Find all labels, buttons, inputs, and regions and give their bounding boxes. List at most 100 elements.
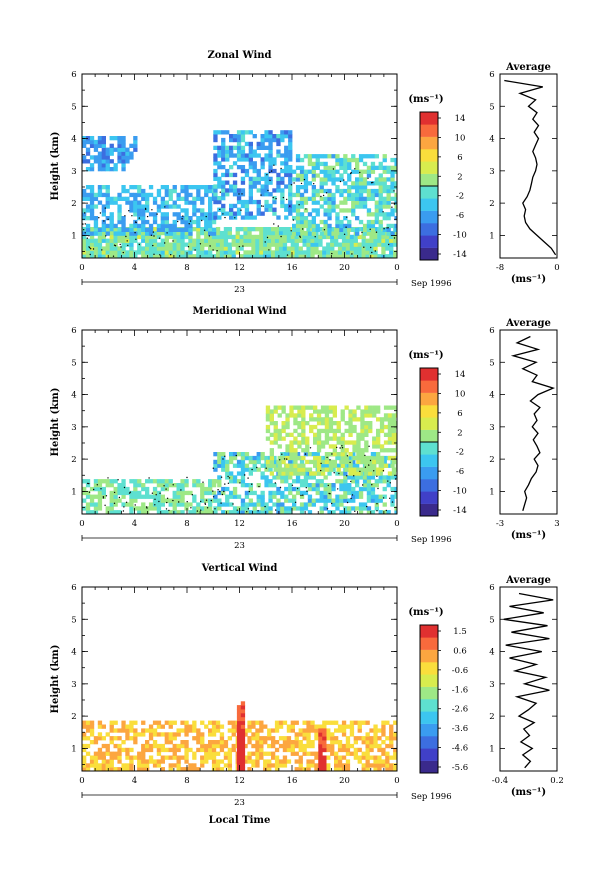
heatmap-cell (117, 743, 122, 749)
heatmap-cell (288, 207, 293, 212)
heatmap-cell (271, 242, 276, 247)
heatmap-cell (368, 413, 373, 418)
heatmap-cell (188, 510, 193, 515)
heatmap-cell (267, 763, 272, 768)
heatmap-cell (243, 234, 248, 240)
heatmap-cell (347, 486, 352, 492)
heatmap-cell (357, 724, 362, 729)
heatmap-cell (117, 155, 122, 160)
contour-dot (189, 220, 192, 222)
heatmap-cell (305, 444, 310, 449)
heatmap-cell (395, 432, 397, 437)
heatmap-cell (256, 459, 261, 465)
heatmap-cell (208, 483, 213, 488)
heatmap-cell (292, 169, 297, 174)
contour-dot (232, 503, 234, 505)
heatmap-cell (284, 149, 289, 154)
contour-dot (294, 501, 297, 503)
heatmap-cell (313, 417, 318, 422)
contour-dot (364, 454, 366, 457)
heatmap-cell (232, 506, 238, 511)
heatmap-cell (217, 199, 222, 205)
heatmap-cell (269, 455, 274, 461)
heatmap-cell (164, 216, 169, 221)
heatmap-cell (221, 153, 226, 158)
heatmap-cell (323, 196, 328, 201)
heatmap-cell (137, 188, 142, 194)
heatmap-cell (303, 169, 309, 174)
heatmap-cell (284, 452, 289, 457)
heatmap-cell (311, 223, 316, 229)
profile-x-tick-label: -3 (496, 519, 504, 529)
heatmap-cell (160, 759, 165, 764)
contour-dot (178, 255, 181, 257)
heatmap-cell (306, 743, 311, 749)
heatmap-cell (251, 724, 256, 729)
heatmap-cell (326, 254, 331, 259)
heatmap-cell (337, 724, 343, 729)
heatmap-cell (316, 413, 322, 418)
heatmap-cell (208, 223, 213, 229)
heatmap-cell (293, 421, 298, 426)
heatmap-cell (309, 471, 314, 476)
heatmap-cell (121, 159, 126, 164)
heatmap-cell (271, 755, 276, 760)
heatmap-cell (264, 510, 269, 515)
heatmap-cell (366, 231, 372, 236)
contour-dot (359, 171, 361, 174)
heatmap-cell (213, 192, 218, 197)
heatmap-cell (299, 192, 305, 198)
heatmap-cell (268, 176, 273, 181)
contour-dot (188, 223, 190, 225)
heatmap-cell (276, 134, 281, 139)
heatmap-cell (331, 204, 336, 209)
heatmap-cell (148, 242, 154, 247)
heatmap-cell (101, 238, 106, 243)
heatmap-cell (293, 452, 298, 457)
heatmap-cell (89, 167, 95, 172)
profile-y-tick-label: 2 (489, 712, 494, 722)
heatmap-cell (204, 238, 209, 243)
heatmap-cell (184, 743, 189, 749)
heatmap-cell (358, 200, 364, 205)
heatmap-cell (323, 502, 328, 507)
heatmap-cell (248, 471, 253, 476)
heatmap-cell (232, 486, 238, 492)
heatmap-cell (97, 136, 103, 141)
heatmap-cell (196, 188, 201, 194)
heatmap-cell (184, 223, 189, 229)
heatmap-cell (309, 459, 314, 465)
heatmap-cell (180, 254, 185, 259)
heatmap-cell (196, 732, 201, 737)
contour-dot (216, 250, 218, 252)
heatmap-cell (336, 436, 341, 441)
heatmap-cell (389, 740, 394, 745)
heatmap-cell (393, 254, 397, 259)
heatmap-cell (263, 736, 268, 741)
contour-dot (247, 508, 250, 510)
contour-dot (186, 501, 188, 503)
heatmap-cell (390, 173, 395, 178)
heatmap-cell (355, 506, 360, 511)
heatmap-cell (282, 227, 288, 232)
heatmap-cell (366, 490, 372, 496)
heatmap-cell (394, 161, 397, 167)
colorbar-tick-label: 2 (457, 428, 462, 438)
heatmap-cell (137, 494, 142, 499)
heatmap-cell (247, 720, 252, 725)
heatmap-cell (211, 743, 217, 749)
heatmap-cell (347, 196, 352, 201)
heatmap-cell (252, 168, 257, 174)
heatmap-cell (302, 254, 307, 259)
heatmap-cell (391, 471, 397, 476)
heatmap-cell (247, 238, 252, 243)
heatmap-cell (320, 471, 326, 476)
heatmap-cell (280, 161, 285, 166)
heatmap-cell (311, 173, 316, 178)
heatmap-cell (284, 486, 289, 492)
heatmap-cell (343, 494, 348, 499)
x-tick-label: 16 (287, 776, 298, 786)
heatmap-cell (219, 724, 225, 729)
heatmap-cell (93, 736, 99, 741)
heatmap-cell (85, 250, 91, 255)
